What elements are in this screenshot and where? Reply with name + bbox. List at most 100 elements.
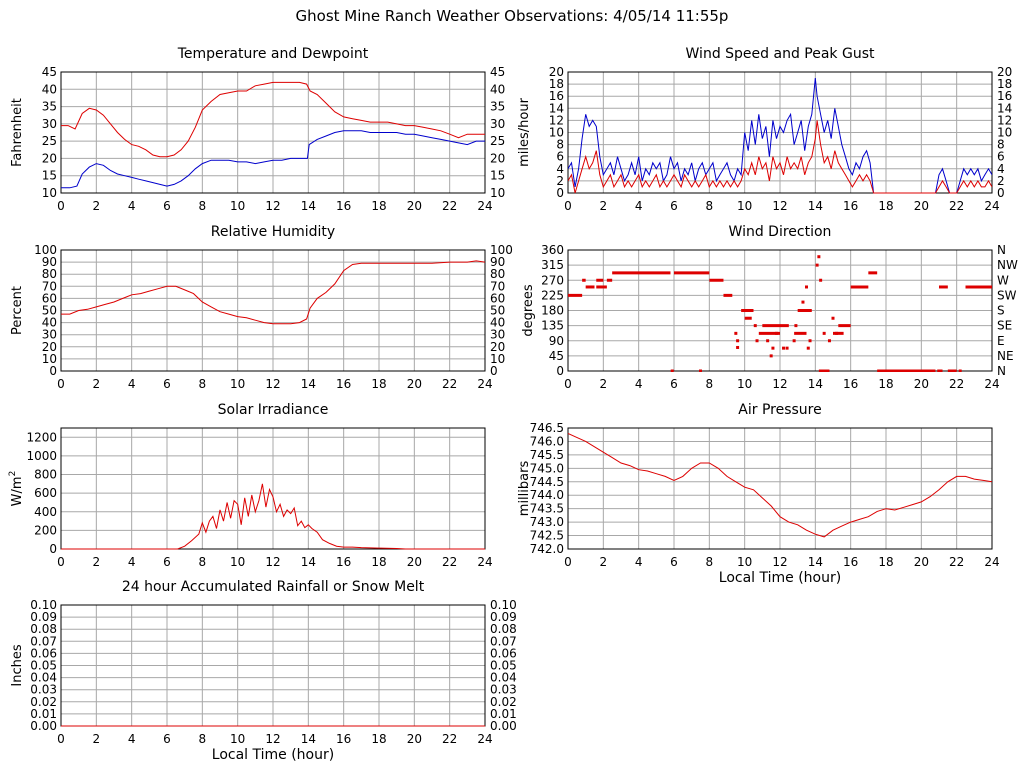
y-tick-label: 25 — [42, 134, 57, 148]
x-tick-label: 10 — [737, 199, 752, 213]
direction-point — [801, 300, 805, 304]
x-tick-label: 0 — [57, 732, 65, 746]
x-tick-label: 20 — [914, 555, 929, 569]
y-tick-label: 8 — [556, 138, 564, 152]
x-tick-label: 18 — [878, 199, 893, 213]
x-tick-label: 20 — [407, 732, 422, 746]
y-tick-label-right: 0 — [490, 364, 498, 378]
x-tick-label: 6 — [163, 377, 171, 391]
x-tick-label: 2 — [600, 199, 608, 213]
y-tick-label: 1200 — [26, 430, 57, 444]
x-tick-label: 10 — [737, 377, 752, 391]
direction-point — [736, 345, 740, 349]
y-tick-label-right: NE — [997, 349, 1014, 363]
plot-frame — [567, 71, 993, 194]
y-tick-label: 50 — [42, 304, 57, 318]
plot-area — [61, 260, 485, 325]
y-tick-label: 745.5 — [530, 448, 564, 462]
y-tick-label: 0.00 — [30, 719, 57, 733]
y-axis-label: Percent — [10, 286, 25, 335]
y-tick-label: 0.09 — [30, 610, 57, 624]
x-tick-label: 12 — [265, 732, 280, 746]
x-tick-label: 6 — [670, 377, 678, 391]
y-axis-label: millibars — [517, 461, 532, 517]
x-tick-label: 4 — [128, 555, 136, 569]
x-tick-label: 6 — [163, 732, 171, 746]
x-tick-label: 0 — [57, 555, 65, 569]
y-tick-label-right: 15 — [490, 169, 505, 183]
y-tick-label: 0.07 — [30, 634, 57, 648]
x-tick-label: 14 — [808, 199, 823, 213]
y-tick-label: 80 — [42, 267, 57, 281]
y-tick-label: 0 — [556, 186, 564, 200]
y-tick-label-right: 70 — [490, 279, 505, 293]
y-tick-label: 10 — [42, 352, 57, 366]
y-tick-label-right: 4 — [997, 162, 1005, 176]
direction-point — [808, 339, 812, 343]
x-tick-label: 6 — [163, 555, 171, 569]
chart-title: Wind Speed and Peak Gust — [686, 46, 875, 62]
y-tick-label: 30 — [42, 117, 57, 131]
x-tick-label: 4 — [128, 377, 136, 391]
y-tick-label: 14 — [549, 101, 564, 115]
y-tick-label: 0 — [49, 364, 57, 378]
x-tick-label: 10 — [737, 555, 752, 569]
y-tick-label-right: 40 — [490, 316, 505, 330]
y-tick-label-right: 0.08 — [490, 622, 517, 636]
y-tick-label-right: 6 — [997, 150, 1005, 164]
y-tick-label: 135 — [541, 319, 564, 333]
direction-point — [822, 331, 826, 335]
x-axis-label: Local Time (hour) — [212, 747, 334, 763]
x-tick-label: 2 — [93, 555, 101, 569]
y-tick-label-right: N — [997, 243, 1006, 257]
x-tick-label: 2 — [600, 377, 608, 391]
x-tick-label: 18 — [371, 199, 386, 213]
y-tick-label-right: 30 — [490, 328, 505, 342]
y-tick-label: 225 — [541, 288, 564, 302]
plot-area — [568, 432, 992, 538]
x-tick-label: 4 — [635, 199, 643, 213]
direction-point — [782, 346, 786, 350]
y-tick-label: 0.08 — [30, 622, 57, 636]
y-tick-label: 15 — [42, 169, 57, 183]
direction-point — [769, 354, 773, 358]
x-tick-label: 4 — [635, 377, 643, 391]
x-tick-label: 12 — [772, 199, 787, 213]
y-tick-label: 400 — [34, 505, 57, 519]
y-tick-label-right: N — [997, 364, 1006, 378]
x-tick-label: 22 — [949, 555, 964, 569]
direction-point — [699, 369, 702, 372]
x-tick-label: 2 — [93, 377, 101, 391]
y-tick-label-right: 0.04 — [490, 671, 517, 685]
x-tick-label: 6 — [670, 199, 678, 213]
y-tick-label: 4 — [556, 162, 564, 176]
y-tick-label-right: 50 — [490, 304, 505, 318]
y-tick-label-right: 12 — [997, 113, 1012, 127]
y-tick-label-right: 2 — [997, 174, 1005, 188]
x-tick-label: 8 — [199, 732, 207, 746]
x-tick-label: 24 — [984, 555, 999, 569]
plot-area — [568, 255, 992, 372]
y-tick-label: 742.0 — [530, 542, 564, 556]
x-tick-label: 20 — [407, 199, 422, 213]
plot-frame — [60, 249, 486, 372]
x-tick-label: 6 — [670, 555, 678, 569]
direction-point — [736, 339, 740, 343]
x-tick-label: 14 — [301, 377, 316, 391]
plot-area — [61, 483, 485, 550]
x-tick-label: 2 — [600, 555, 608, 569]
y-tick-label: 90 — [549, 334, 564, 348]
x-tick-label: 24 — [477, 377, 492, 391]
y-tick-label-right: 100 — [490, 243, 513, 257]
x-tick-label: 16 — [336, 199, 351, 213]
y-tick-label: 315 — [541, 258, 564, 272]
y-tick-label-right: 8 — [997, 138, 1005, 152]
direction-point — [805, 285, 808, 289]
y-tick-label: 0.03 — [30, 683, 57, 697]
y-tick-label: 6 — [556, 150, 564, 164]
x-tick-label: 0 — [57, 199, 65, 213]
series-line — [568, 120, 992, 194]
